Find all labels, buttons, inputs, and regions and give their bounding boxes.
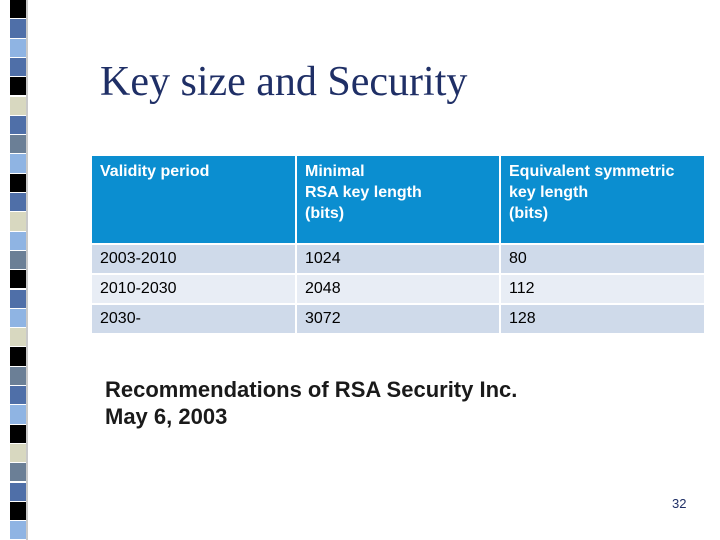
header-line: key length bbox=[509, 184, 589, 201]
strip-block bbox=[10, 154, 26, 173]
header-equivalent-symmetric-key-length: Equivalent symmetric key length (bits) bbox=[500, 156, 704, 244]
cell-symmetric-key-length: 128 bbox=[500, 303, 704, 333]
cell-rsa-key-length: 3072 bbox=[296, 303, 501, 333]
table-row: 2003-2010 1024 80 bbox=[92, 243, 704, 274]
header-validity-period: Validity period bbox=[92, 156, 297, 244]
cell-symmetric-key-length: 80 bbox=[500, 243, 704, 274]
strip-block bbox=[10, 231, 26, 250]
strip-block bbox=[10, 308, 26, 328]
strip-block bbox=[10, 193, 26, 212]
strip-block bbox=[10, 366, 26, 385]
strip-block bbox=[10, 270, 26, 289]
strip-block bbox=[10, 386, 26, 405]
decorative-side-strip bbox=[10, 0, 28, 540]
page-number: 32 bbox=[672, 496, 687, 511]
header-min-rsa-key-length: Minimal RSA key length (bits) bbox=[296, 156, 501, 244]
strip-block bbox=[10, 135, 26, 154]
table-row: 2010-2030 2048 112 bbox=[92, 273, 704, 304]
header-line: Equivalent symmetric bbox=[509, 163, 675, 180]
strip-block bbox=[10, 38, 26, 57]
strip-block bbox=[10, 115, 26, 135]
strip-block bbox=[10, 19, 26, 38]
strip-block bbox=[10, 443, 26, 463]
strip-block bbox=[10, 77, 26, 96]
strip-block bbox=[10, 424, 26, 443]
cell-symmetric-key-length: 112 bbox=[500, 273, 704, 304]
strip-block bbox=[10, 289, 26, 308]
strip-block bbox=[10, 347, 26, 366]
cell-rsa-key-length: 1024 bbox=[296, 243, 501, 274]
key-size-table: Validity period Minimal RSA key length (… bbox=[92, 156, 704, 333]
strip-block bbox=[10, 173, 26, 192]
caption-line-source: Recommendations of RSA Security Inc. bbox=[105, 377, 518, 402]
slide-title: Key size and Security bbox=[100, 59, 468, 105]
header-line: (bits) bbox=[305, 205, 345, 222]
strip-block bbox=[10, 521, 26, 540]
strip-edge bbox=[26, 0, 28, 540]
table-row: 2030- 3072 128 bbox=[92, 303, 704, 333]
cell-validity-period: 2010-2030 bbox=[92, 273, 297, 304]
cell-validity-period: 2003-2010 bbox=[92, 243, 297, 274]
header-line: Validity period bbox=[100, 163, 210, 180]
cell-validity-period: 2030- bbox=[92, 303, 297, 333]
strip-block bbox=[10, 463, 26, 482]
strip-block bbox=[10, 250, 26, 270]
strip-block bbox=[10, 96, 26, 115]
strip-block bbox=[10, 405, 26, 424]
caption-line-date: May 6, 2003 bbox=[105, 404, 228, 429]
strip-block bbox=[10, 328, 26, 347]
header-line: RSA key length bbox=[305, 184, 422, 201]
recommendation-caption: Recommendations of RSA Security Inc. May… bbox=[105, 376, 517, 430]
table-header-row: Validity period Minimal RSA key length (… bbox=[92, 156, 704, 244]
cell-rsa-key-length: 2048 bbox=[296, 273, 501, 304]
strip-block bbox=[10, 212, 26, 231]
strip-block bbox=[10, 501, 26, 521]
strip-block bbox=[10, 0, 26, 19]
strip-block bbox=[10, 57, 26, 77]
strip-block bbox=[10, 482, 26, 501]
header-line: Minimal bbox=[305, 163, 365, 180]
header-line: (bits) bbox=[509, 205, 549, 222]
